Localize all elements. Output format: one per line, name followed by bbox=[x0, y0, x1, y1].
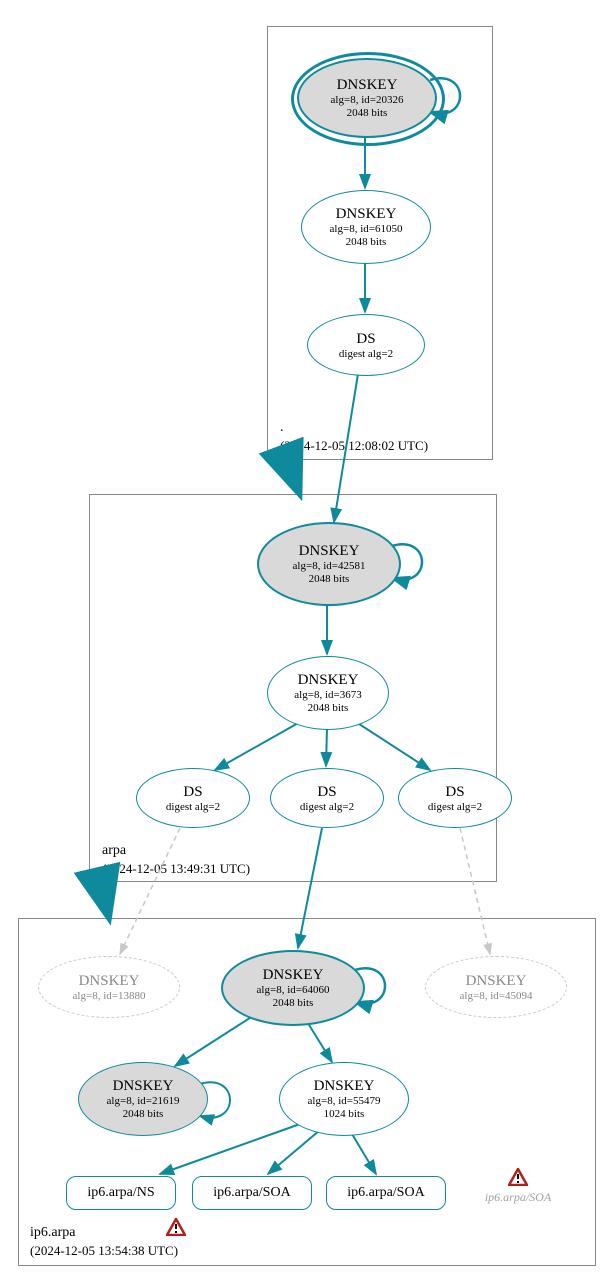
node-ip6-dash1: DNSKEY alg=8, id=13880 bbox=[38, 956, 180, 1018]
node-arpa-ds2-line1: digest alg=2 bbox=[300, 801, 354, 813]
node-ip6-dash1-title: DNSKEY bbox=[79, 973, 140, 990]
node-arpa-ksk-title: DNSKEY bbox=[299, 542, 360, 560]
node-arpa-zsk-line2: 2048 bits bbox=[308, 702, 349, 715]
node-ip6-ksk-title: DNSKEY bbox=[263, 966, 324, 984]
zone-root-label: . bbox=[280, 420, 284, 436]
node-root-zsk-line2: 2048 bits bbox=[346, 236, 387, 249]
node-ip6-zsk2-line1: alg=8, id=55479 bbox=[308, 1095, 381, 1108]
node-root-ksk-line2: 2048 bits bbox=[347, 107, 388, 120]
zone-arpa-timestamp: (2024-12-05 13:49:31 UTC) bbox=[102, 861, 250, 877]
node-rec-ns-label: ip6.arpa/NS bbox=[87, 1185, 154, 1201]
node-ip6-ksk: DNSKEY alg=8, id=64060 2048 bits bbox=[221, 950, 365, 1026]
node-ip6-zsk1-title: DNSKEY bbox=[113, 1077, 174, 1095]
node-arpa-ds2-title: DS bbox=[317, 784, 336, 801]
gray-soa-label: ip6.arpa/SOA bbox=[480, 1190, 556, 1205]
node-rec-ns: ip6.arpa/NS bbox=[66, 1176, 176, 1210]
node-root-ksk-line1: alg=8, id=20326 bbox=[331, 94, 404, 107]
warning-icon bbox=[508, 1168, 528, 1186]
node-ip6-zsk2: DNSKEY alg=8, id=55479 1024 bits bbox=[279, 1062, 409, 1136]
node-ip6-zsk1-line2: 2048 bits bbox=[123, 1108, 164, 1121]
node-arpa-ds3: DS digest alg=2 bbox=[398, 768, 512, 828]
node-arpa-zsk-title: DNSKEY bbox=[298, 671, 359, 689]
node-ip6-zsk1: DNSKEY alg=8, id=21619 2048 bits bbox=[78, 1062, 208, 1136]
node-ip6-zsk2-title: DNSKEY bbox=[314, 1077, 375, 1095]
node-arpa-ksk-line1: alg=8, id=42581 bbox=[293, 560, 366, 573]
node-arpa-ds2: DS digest alg=2 bbox=[270, 768, 384, 828]
node-rec-soa1-label: ip6.arpa/SOA bbox=[213, 1185, 290, 1201]
node-rec-soa1: ip6.arpa/SOA bbox=[192, 1176, 312, 1210]
node-ip6-dash2-line1: alg=8, id=45094 bbox=[460, 990, 533, 1002]
node-ip6-dash2: DNSKEY alg=8, id=45094 bbox=[425, 956, 567, 1018]
node-arpa-ds1: DS digest alg=2 bbox=[136, 768, 250, 828]
node-ip6-ksk-line1: alg=8, id=64060 bbox=[257, 984, 330, 997]
node-rec-soa2: ip6.arpa/SOA bbox=[326, 1176, 446, 1210]
warning-icon bbox=[166, 1218, 186, 1236]
node-ip6-dash2-title: DNSKEY bbox=[466, 973, 527, 990]
node-arpa-zsk: DNSKEY alg=8, id=3673 2048 bits bbox=[267, 656, 389, 730]
node-arpa-ds3-title: DS bbox=[445, 784, 464, 801]
node-root-ds-title: DS bbox=[356, 331, 375, 348]
node-root-zsk-line1: alg=8, id=61050 bbox=[330, 223, 403, 236]
zone-ip6arpa-timestamp: (2024-12-05 13:54:38 UTC) bbox=[30, 1243, 178, 1259]
node-ip6-dash1-line1: alg=8, id=13880 bbox=[73, 990, 146, 1002]
zone-root-timestamp: (2024-12-05 12:08:02 UTC) bbox=[280, 438, 428, 454]
node-arpa-ksk: DNSKEY alg=8, id=42581 2048 bits bbox=[257, 522, 401, 606]
node-root-zsk-title: DNSKEY bbox=[336, 205, 397, 223]
node-ip6-ksk-line2: 2048 bits bbox=[273, 997, 314, 1010]
node-ip6-zsk2-line2: 1024 bits bbox=[324, 1108, 365, 1121]
node-ip6-zsk1-line1: alg=8, id=21619 bbox=[107, 1095, 180, 1108]
node-arpa-zsk-line1: alg=8, id=3673 bbox=[294, 689, 361, 702]
node-root-ksk-title: DNSKEY bbox=[337, 76, 398, 94]
node-root-ksk: DNSKEY alg=8, id=20326 2048 bits bbox=[297, 58, 437, 138]
node-arpa-ds3-line1: digest alg=2 bbox=[428, 801, 482, 813]
zone-ip6arpa-label: ip6.arpa bbox=[30, 1225, 75, 1241]
node-arpa-ds1-line1: digest alg=2 bbox=[166, 801, 220, 813]
node-root-zsk: DNSKEY alg=8, id=61050 2048 bits bbox=[301, 190, 431, 264]
node-root-ds-line1: digest alg=2 bbox=[339, 348, 393, 360]
zone-arpa-label: arpa bbox=[102, 843, 126, 859]
node-root-ds: DS digest alg=2 bbox=[307, 314, 425, 376]
node-arpa-ksk-line2: 2048 bits bbox=[309, 573, 350, 586]
node-rec-soa2-label: ip6.arpa/SOA bbox=[347, 1185, 424, 1201]
node-arpa-ds1-title: DS bbox=[183, 784, 202, 801]
